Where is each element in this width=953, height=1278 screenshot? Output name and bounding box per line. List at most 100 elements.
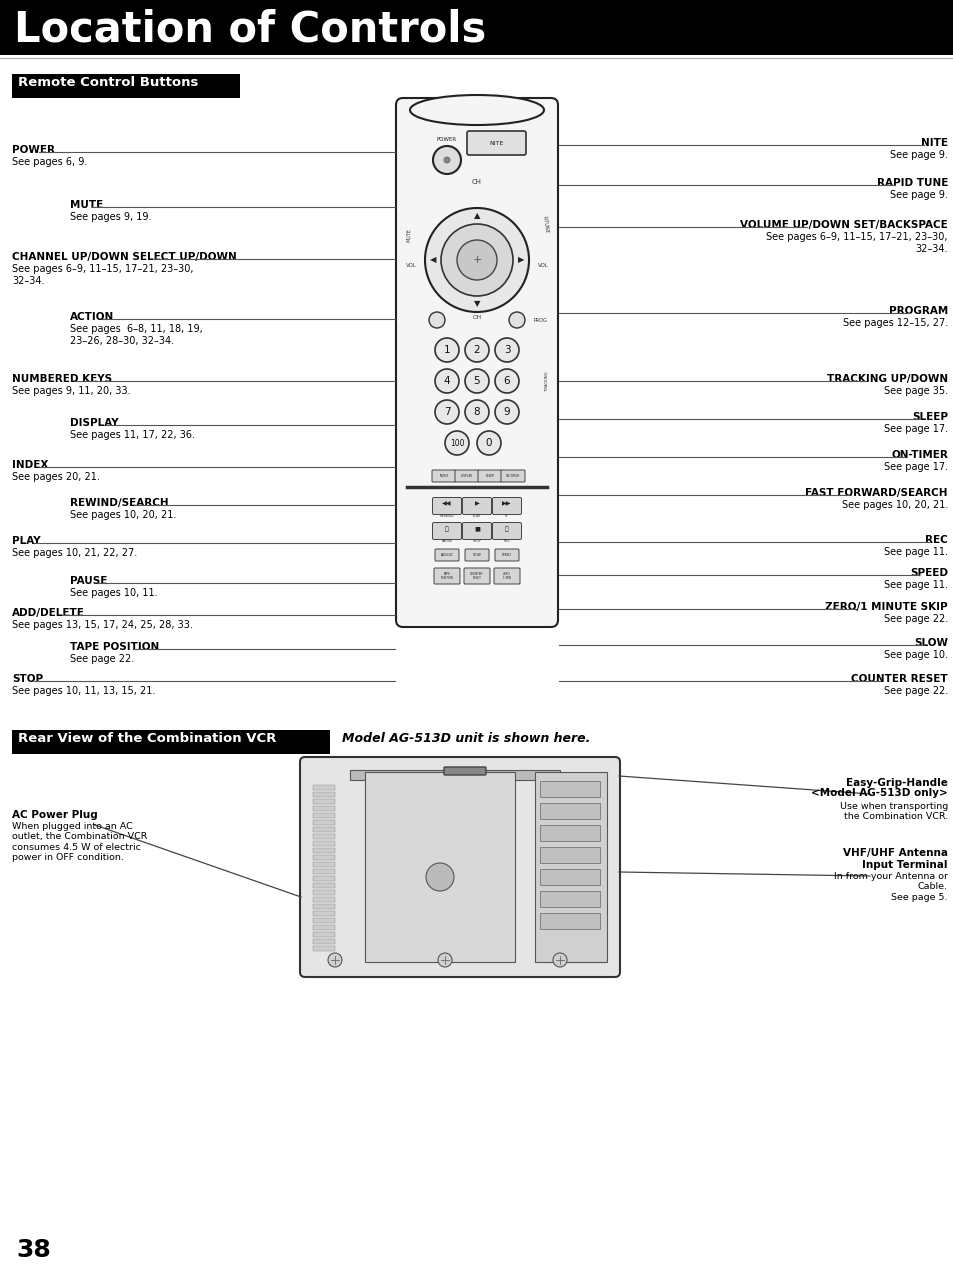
Text: See page 10.: See page 10. <box>883 651 947 659</box>
Bar <box>12 74 240 98</box>
Text: DISPLAY: DISPLAY <box>70 418 118 428</box>
Bar <box>313 897 335 902</box>
Bar <box>313 918 335 923</box>
Bar <box>313 932 335 937</box>
Text: 8: 8 <box>474 406 479 417</box>
Bar <box>539 826 599 841</box>
Bar <box>313 889 335 895</box>
Circle shape <box>464 400 489 424</box>
Text: See pages 10, 21, 22, 27.: See pages 10, 21, 22, 27. <box>12 548 137 558</box>
Text: 6: 6 <box>503 376 510 386</box>
Text: PROG: PROG <box>533 317 546 322</box>
Text: See pages 12–15, 27.: See pages 12–15, 27. <box>841 318 947 328</box>
Text: STOP: STOP <box>472 539 481 543</box>
Bar <box>313 911 335 916</box>
Text: See pages 10, 20, 21.: See pages 10, 20, 21. <box>841 500 947 510</box>
Text: NITE: NITE <box>489 141 503 146</box>
Text: See page 11.: See page 11. <box>883 547 947 557</box>
Text: See page 17.: See page 17. <box>882 424 947 435</box>
Text: See page 9.: See page 9. <box>889 190 947 199</box>
Text: Use when transporting
the Combination VCR.: Use when transporting the Combination VC… <box>839 803 947 822</box>
FancyBboxPatch shape <box>500 470 524 482</box>
Circle shape <box>443 157 450 164</box>
Bar <box>535 772 606 962</box>
Text: MUTE: MUTE <box>406 227 412 242</box>
Text: PLAY: PLAY <box>12 535 41 546</box>
FancyBboxPatch shape <box>455 470 478 482</box>
Text: STOP: STOP <box>12 674 43 684</box>
Text: RAPID TUNE: RAPID TUNE <box>876 178 947 188</box>
Text: MUTE: MUTE <box>70 199 103 210</box>
Bar <box>313 925 335 930</box>
Bar <box>313 813 335 818</box>
Text: See pages  6–8, 11, 18, 19,
23–26, 28–30, 32–34.: See pages 6–8, 11, 18, 19, 23–26, 28–30,… <box>70 325 203 345</box>
Circle shape <box>435 337 458 362</box>
FancyBboxPatch shape <box>464 550 489 561</box>
FancyBboxPatch shape <box>463 567 490 584</box>
Text: See page 35.: See page 35. <box>882 386 947 396</box>
FancyBboxPatch shape <box>492 497 521 515</box>
Text: FF: FF <box>504 514 509 518</box>
Circle shape <box>440 224 513 296</box>
FancyBboxPatch shape <box>443 767 485 774</box>
Bar <box>365 772 515 962</box>
FancyBboxPatch shape <box>435 550 458 561</box>
Text: See pages 9, 19.: See pages 9, 19. <box>70 212 152 222</box>
Text: FAST FORWARD/SEARCH: FAST FORWARD/SEARCH <box>804 488 947 498</box>
Text: ZERO/1 MINUTE SKIP: ZERO/1 MINUTE SKIP <box>824 602 947 612</box>
Text: See pages 11, 17, 22, 36.: See pages 11, 17, 22, 36. <box>70 429 194 440</box>
Text: COUNTER RESET: COUNTER RESET <box>850 674 947 684</box>
Text: VOL: VOL <box>537 262 548 267</box>
Bar <box>313 939 335 944</box>
Text: See pages 10, 20, 21.: See pages 10, 20, 21. <box>70 510 176 520</box>
Bar <box>539 869 599 884</box>
Text: TRACKING: TRACKING <box>544 371 548 391</box>
Bar <box>313 946 335 951</box>
FancyBboxPatch shape <box>395 98 558 627</box>
Text: PAUSE: PAUSE <box>70 576 108 587</box>
Text: See page 17.: See page 17. <box>882 463 947 472</box>
Text: Easy-Grip-Handle: Easy-Grip-Handle <box>845 778 947 789</box>
FancyBboxPatch shape <box>432 523 461 539</box>
Text: POWER: POWER <box>436 137 456 142</box>
FancyBboxPatch shape <box>432 470 456 482</box>
Circle shape <box>509 312 524 328</box>
Text: 3: 3 <box>503 345 510 355</box>
Text: ▶: ▶ <box>475 501 478 506</box>
Text: ACTION: ACTION <box>70 312 114 322</box>
Text: NITE: NITE <box>920 138 947 148</box>
Circle shape <box>444 431 469 455</box>
Bar <box>313 883 335 888</box>
Text: In from your Antenna or
Cable.
See page 5.: In from your Antenna or Cable. See page … <box>833 872 947 902</box>
Text: TAPE
POSITION: TAPE POSITION <box>440 571 453 580</box>
Bar <box>313 849 335 852</box>
Text: ◀◀: ◀◀ <box>442 501 452 506</box>
FancyBboxPatch shape <box>462 497 491 515</box>
Bar <box>12 730 330 754</box>
Circle shape <box>435 400 458 424</box>
Text: See page 22.: See page 22. <box>882 613 947 624</box>
Text: TRACKING UP/DOWN: TRACKING UP/DOWN <box>826 374 947 383</box>
Text: When plugged into an AC
outlet, the Combination VCR
consumes 4.5 W of electric
p: When plugged into an AC outlet, the Comb… <box>12 822 147 863</box>
Circle shape <box>435 369 458 394</box>
Text: 38: 38 <box>16 1238 51 1261</box>
Text: CH: CH <box>472 314 481 320</box>
Text: SPEED: SPEED <box>909 567 947 578</box>
Circle shape <box>476 431 500 455</box>
Circle shape <box>424 208 529 312</box>
Text: 1: 1 <box>443 345 450 355</box>
Text: ▶▶: ▶▶ <box>501 501 511 506</box>
Text: See page 22.: See page 22. <box>882 686 947 697</box>
Bar <box>313 806 335 812</box>
Text: SLEEP: SLEEP <box>911 412 947 422</box>
Text: 100: 100 <box>449 438 464 447</box>
Bar <box>313 799 335 804</box>
Circle shape <box>464 337 489 362</box>
FancyBboxPatch shape <box>299 757 619 976</box>
Circle shape <box>429 312 444 328</box>
Text: See pages 6–9, 11–15, 17–21, 23–30,
32–34.: See pages 6–9, 11–15, 17–21, 23–30, 32–3… <box>12 265 193 285</box>
Text: See pages 6, 9.: See pages 6, 9. <box>12 157 88 167</box>
Bar <box>313 861 335 866</box>
Circle shape <box>495 369 518 394</box>
Bar <box>539 891 599 907</box>
